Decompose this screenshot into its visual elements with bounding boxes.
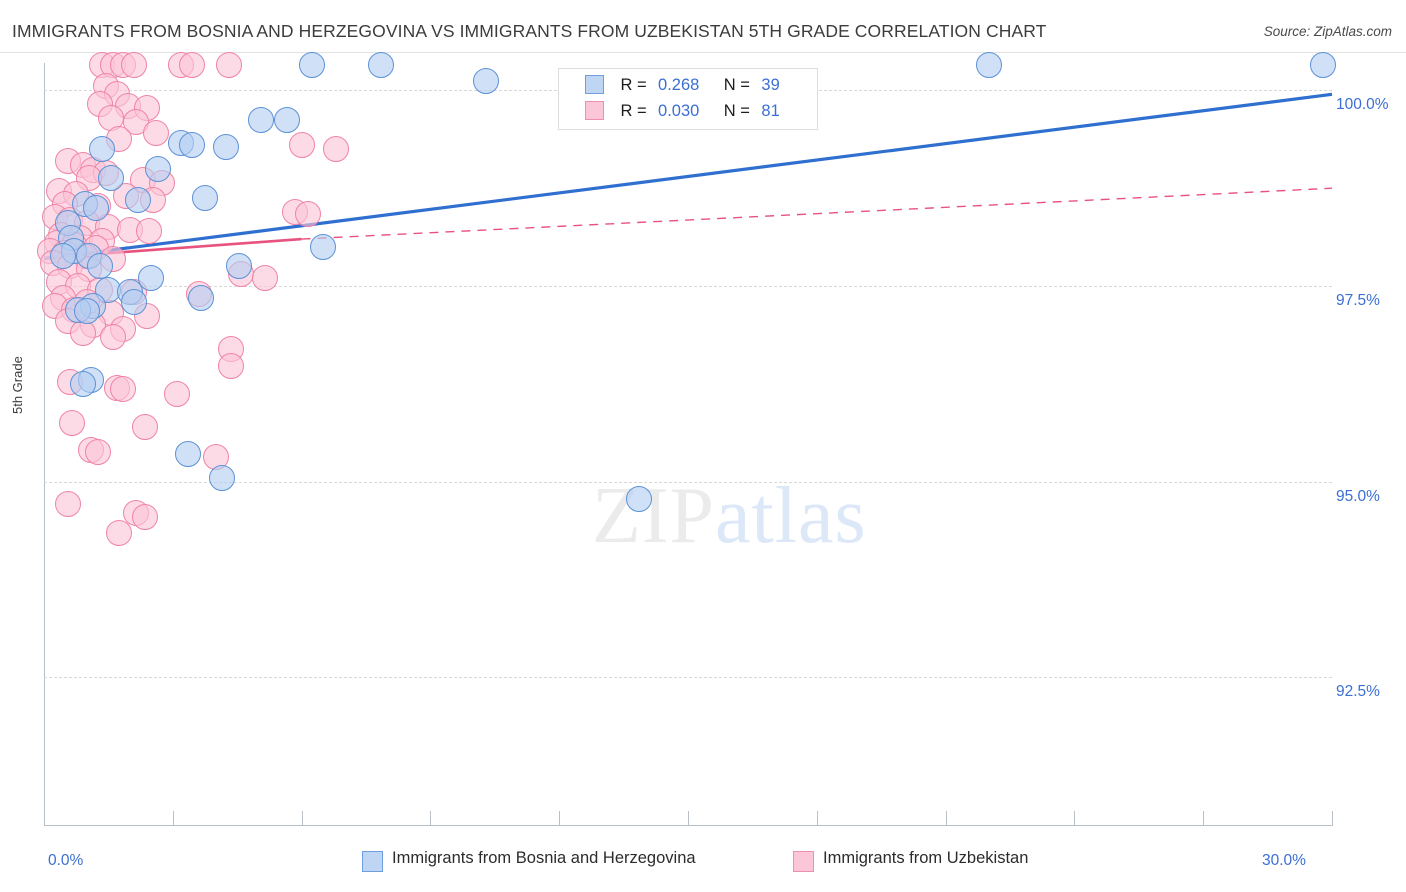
blue-r-value: 0.268 — [658, 76, 700, 94]
scatter-point[interactable] — [295, 201, 322, 228]
scatter-point[interactable] — [106, 519, 133, 546]
scatter-point[interactable] — [86, 253, 113, 280]
trendlines — [43, 92, 1333, 261]
legend-swatch-uzbekistan-icon — [793, 851, 814, 872]
scatter-point[interactable] — [187, 284, 214, 311]
scatter-point[interactable] — [368, 51, 395, 78]
blue-series-swatch-icon — [585, 75, 604, 94]
scatter-point[interactable] — [73, 298, 100, 325]
scatter-point[interactable] — [174, 441, 201, 468]
trendline — [43, 92, 1333, 261]
scatter-point[interactable] — [288, 132, 315, 159]
scatter-point[interactable] — [131, 413, 158, 440]
x-axis-tick — [559, 811, 561, 826]
scatter-point[interactable] — [54, 490, 81, 517]
scatter-point[interactable] — [192, 185, 218, 212]
scatter-point[interactable] — [179, 51, 206, 78]
scatter-point[interactable] — [136, 218, 163, 245]
scatter-point[interactable] — [226, 253, 253, 280]
scatter-point[interactable] — [84, 438, 111, 465]
y-axis-line — [44, 63, 45, 826]
scatter-point[interactable] — [473, 67, 500, 94]
scatter-point[interactable] — [322, 136, 349, 163]
scatter-point[interactable] — [975, 51, 1002, 78]
scatter-point[interactable] — [88, 136, 115, 163]
scatter-point[interactable] — [69, 370, 96, 397]
x-axis-tick — [44, 811, 45, 826]
gridline — [44, 481, 1332, 483]
legend-label-bosnia: Immigrants from Bosnia and Herzegovina — [392, 849, 696, 867]
x-tick-label: 30.0% — [1262, 852, 1306, 869]
pink-r-label: R = — [620, 102, 647, 120]
plot-area: ZIPatlas — [37, 51, 1337, 826]
scatter-point[interactable] — [217, 352, 244, 379]
x-axis-tick — [301, 811, 303, 826]
scatter-point[interactable] — [142, 120, 169, 147]
scatter-point[interactable] — [121, 288, 148, 315]
correlation-stats-box: R = 0.268 N = 39 R = 0.030 N = 81 — [558, 68, 818, 130]
pink-n-label: N = — [723, 102, 750, 120]
y-tick-label: 92.5% — [1336, 683, 1380, 701]
scatter-point[interactable] — [215, 51, 242, 78]
scatter-point[interactable] — [252, 265, 279, 292]
scatter-point[interactable] — [58, 409, 85, 436]
y-tick-label: 100.0% — [1336, 96, 1389, 114]
scatter-point[interactable] — [213, 133, 240, 160]
pink-n-value: 81 — [761, 102, 780, 120]
scatter-point[interactable] — [209, 464, 236, 491]
scatter-point[interactable] — [50, 243, 77, 270]
scatter-point[interactable] — [69, 319, 96, 346]
scatter-point[interactable] — [138, 265, 165, 292]
y-tick-label: 97.5% — [1336, 292, 1380, 310]
stats-row-pink: R = 0.030 N = 81 — [585, 101, 780, 125]
legend-swatch-bosnia-icon — [362, 851, 383, 872]
scatter-point[interactable] — [99, 323, 126, 350]
scatter-point[interactable] — [144, 155, 171, 182]
scatter-point[interactable] — [273, 107, 300, 134]
blue-n-label: N = — [723, 76, 750, 94]
y-axis-title: 5th Grade — [10, 356, 25, 414]
pink-series-swatch-icon — [585, 101, 604, 120]
stats-row-blue: R = 0.268 N = 39 — [585, 75, 780, 99]
legend-label-uzbekistan: Immigrants from Uzbekistan — [823, 849, 1029, 867]
x-axis-tick — [1074, 811, 1076, 826]
scatter-point[interactable] — [125, 186, 152, 213]
gridline — [44, 677, 1332, 679]
blue-r-label: R = — [620, 76, 647, 94]
x-axis-tick — [1332, 811, 1333, 826]
header-divider — [0, 52, 1406, 53]
y-tick-label: 95.0% — [1336, 487, 1380, 505]
x-axis-tick — [172, 811, 174, 826]
scatter-point[interactable] — [1310, 51, 1337, 78]
pink-r-value: 0.030 — [658, 102, 700, 120]
scatter-point[interactable] — [625, 485, 652, 512]
scatter-point[interactable] — [299, 51, 326, 78]
x-axis-tick — [945, 811, 947, 826]
scatter-point[interactable] — [131, 503, 158, 530]
x-axis-tick — [1203, 811, 1205, 826]
scatter-point[interactable] — [247, 107, 274, 134]
trendline — [301, 187, 1333, 240]
x-axis-tick — [816, 811, 818, 826]
scatter-point[interactable] — [121, 51, 148, 78]
x-axis-tick — [430, 811, 432, 826]
scatter-point[interactable] — [310, 233, 337, 260]
scatter-point[interactable] — [82, 194, 109, 221]
source-attribution: Source: ZipAtlas.com — [1263, 24, 1392, 39]
blue-n-value: 39 — [761, 76, 780, 94]
scatter-point[interactable] — [110, 376, 137, 403]
scatter-point[interactable] — [97, 165, 124, 192]
gridline — [44, 286, 1332, 288]
page-title: IMMIGRANTS FROM BOSNIA AND HERZEGOVINA V… — [12, 21, 1047, 41]
x-axis-tick — [688, 811, 689, 826]
scatter-point[interactable] — [179, 132, 206, 159]
x-tick-label: 0.0% — [48, 852, 84, 869]
scatter-point[interactable] — [164, 381, 191, 408]
